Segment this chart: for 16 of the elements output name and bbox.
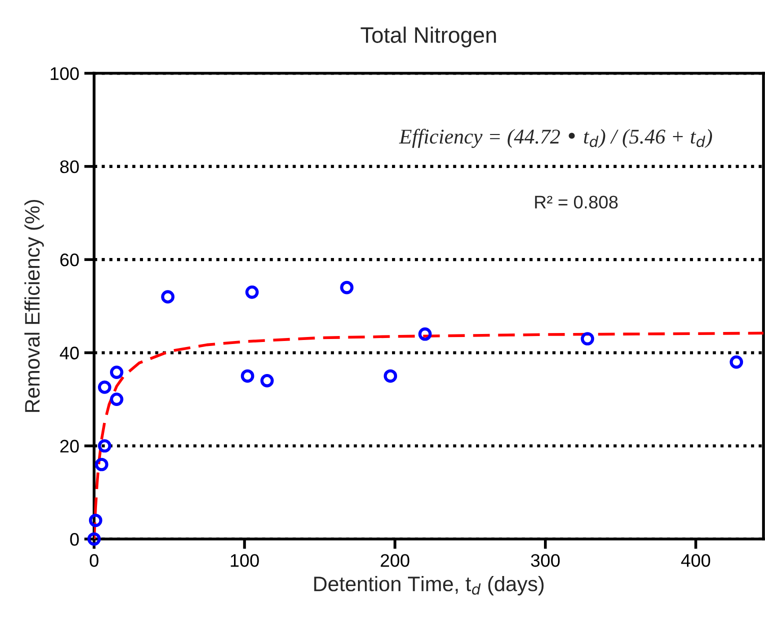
x-tick-label: 200 [380,554,410,567]
x-tick-label: 0 [90,554,98,567]
y-tick-label: 80 [60,160,79,174]
x-tick-label: 400 [681,554,710,567]
x-tick-label: 100 [230,554,259,567]
y-tick-label: 0 [70,532,79,546]
y-tick-label: 20 [60,440,79,453]
y-tick-label: 100 [50,67,79,80]
y-tick-label: 60 [60,254,79,266]
x-tick-label: 300 [530,554,560,567]
x-axis-title: Detention Time, t$_{d}$ (days) [314,576,544,596]
chart-title: Total Nitrogen [360,26,496,48]
annotation: R² = 0.808 [535,196,618,209]
y-axis-title: Removal Efficiency (%) [24,200,44,412]
y-tick-label: 40 [60,346,79,360]
annotation: Efficiency = (44.72 • t$_{d}$) / (5.46 + t$_{d}$) [398,128,712,148]
